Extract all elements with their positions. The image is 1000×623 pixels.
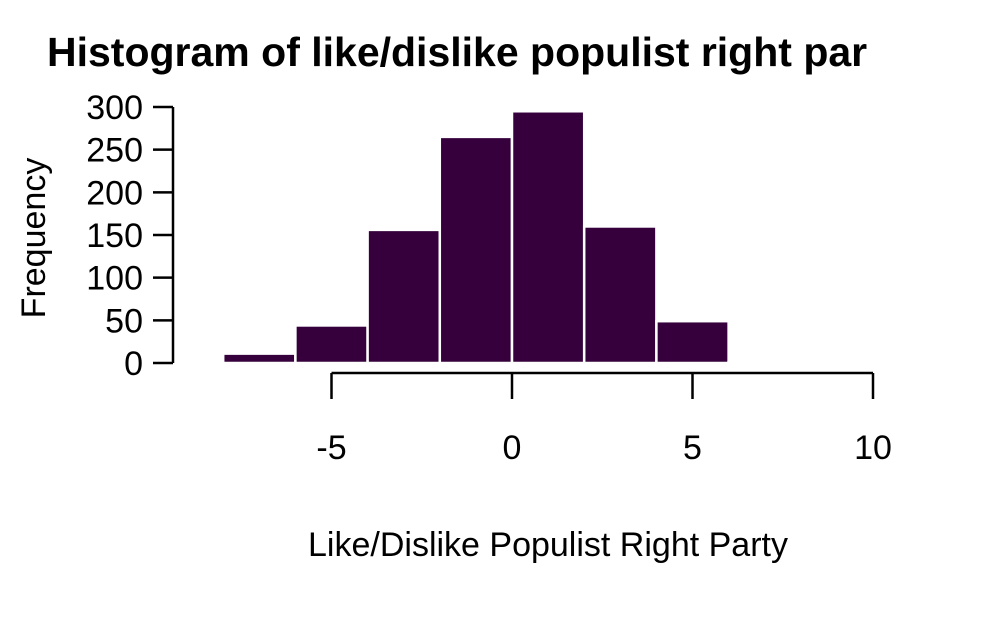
chart-title: Histogram of like/dislike populist right… [47,29,867,75]
y-tick-label: 50 [105,302,143,340]
y-axis: 0 50 100 150 200 250 300 [86,89,175,383]
x-axis: -5 0 5 10 [316,371,892,467]
bars-group [221,110,803,365]
histogram-bar-2 [294,324,369,365]
histogram-bar-5 [510,110,586,365]
histogram-bar-4 [438,135,514,365]
x-tick-label: 10 [854,429,892,467]
y-tick-label: 200 [86,174,143,212]
y-axis-label: Frequency [15,158,53,319]
y-tick-label: 150 [86,217,143,255]
histogram-bar-3 [366,228,442,365]
y-tick-label: 100 [86,260,143,298]
histogram-bar-8 [727,360,803,365]
x-tick-label: -5 [316,429,346,467]
x-tick-label: 0 [503,429,522,467]
histogram-bar-1 [221,352,297,365]
histogram-bar-6 [582,225,658,365]
x-axis-label: Like/Dislike Populist Right Party [308,526,788,564]
y-tick-label: 0 [124,345,143,383]
x-tick-label: 5 [683,429,702,467]
histogram-bar-7 [655,319,730,365]
y-tick-label: 300 [86,89,143,127]
y-tick-label: 250 [86,132,143,170]
